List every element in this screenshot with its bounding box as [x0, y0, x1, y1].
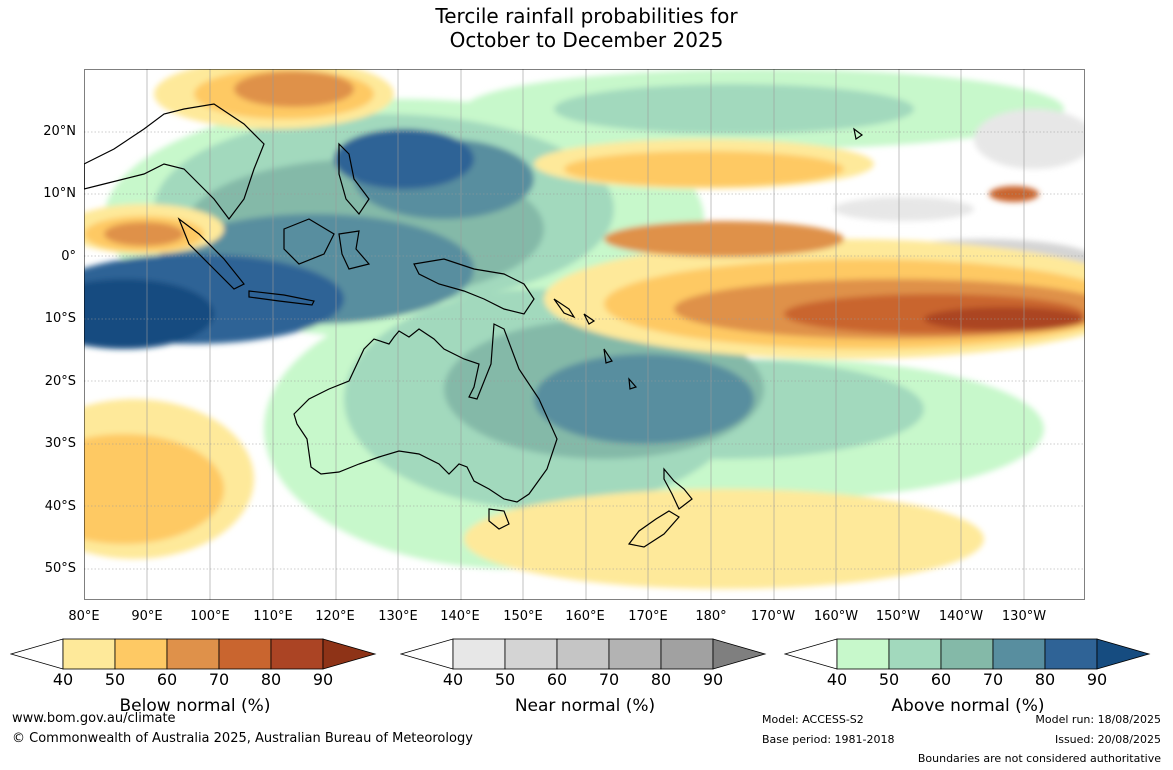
lat-label: 40°S: [44, 499, 76, 514]
lon-label: 180°: [695, 609, 727, 624]
above-normal-swatch: [940, 638, 994, 670]
philippines-outline: [338, 142, 370, 215]
lat-label: 10°N: [43, 186, 76, 201]
near-tick: 50: [494, 670, 516, 689]
model-text: Model: ACCESS-S2: [762, 713, 864, 726]
below-normal-swatch: [218, 638, 272, 670]
lat-label: 0°: [61, 249, 76, 264]
borneo-outline: [283, 218, 335, 265]
probability-fields: [84, 69, 1085, 589]
below-tick: 50: [104, 670, 126, 689]
near-normal-label: Near normal (%): [514, 696, 656, 716]
near-normal-low-arrow: [400, 638, 454, 670]
near-normal-swatch: [660, 638, 714, 670]
below-tick: 60: [156, 670, 178, 689]
lon-label: 130°E: [378, 609, 418, 624]
above-normal-colorbar: [784, 638, 1151, 670]
above-normal-swatch: [888, 638, 942, 670]
meridians: [146, 69, 1025, 600]
near-normal-swatch: [608, 638, 662, 670]
sumatra-outline: [177, 217, 245, 290]
below-normal-swatch: [166, 638, 220, 670]
sulawesi-outline: [338, 230, 371, 270]
above-normal-swatch: [1044, 638, 1098, 670]
model-run-text: Model run: 18/08/2025: [1035, 713, 1161, 726]
lon-label: 80°E: [68, 609, 100, 624]
above-tick: 70: [982, 670, 1004, 689]
above-normal-swatch: [836, 638, 890, 670]
below-tick: 90: [312, 670, 334, 689]
above-tick: 90: [1086, 670, 1108, 689]
lon-label: 90°E: [131, 609, 163, 624]
near-normal-swatch: [504, 638, 558, 670]
above-normal-label: Above normal (%): [891, 696, 1045, 716]
above-normal-swatch: [992, 638, 1046, 670]
coastlines: [84, 103, 864, 548]
near-normal-high-arrow: [712, 638, 767, 670]
copyright-text: © Commonwealth of Australia 2025, Austra…: [12, 731, 473, 746]
near-normal-swatch: [452, 638, 506, 670]
lon-label: 150°W: [875, 609, 921, 624]
title-line-1: Tercile rainfall probabilities for: [435, 4, 738, 28]
near-tick: 40: [442, 670, 464, 689]
near-tick: 60: [546, 670, 568, 689]
below-normal-swatch: [114, 638, 168, 670]
lat-label: 20°S: [44, 374, 76, 389]
near-normal-swatch: [556, 638, 610, 670]
new-zealand-south-outline: [627, 510, 680, 548]
near-normal-colorbar: [400, 638, 767, 670]
above-tick: 50: [878, 670, 900, 689]
near-tick: 90: [702, 670, 724, 689]
below-normal-swatch: [270, 638, 324, 670]
above-tick: 40: [826, 670, 848, 689]
lon-label: 170°W: [750, 609, 796, 624]
graticule: [84, 131, 1085, 570]
above-tick: 60: [930, 670, 952, 689]
near-tick: 70: [598, 670, 620, 689]
lon-label: 150°E: [503, 609, 543, 624]
near-tick: 80: [650, 670, 672, 689]
java-outline: [248, 290, 315, 306]
above-normal-high-arrow: [1096, 638, 1151, 670]
new-zealand-north-outline: [663, 467, 693, 510]
lat-label: 20°N: [43, 124, 76, 139]
below-normal-colorbar: [10, 638, 377, 670]
boundaries-note: Boundaries are not considered authoritat…: [917, 752, 1161, 765]
title-line-2: October to December 2025: [449, 28, 724, 52]
below-tick: 70: [208, 670, 230, 689]
below-normal-low-arrow: [10, 638, 64, 670]
lat-label: 10°S: [44, 311, 76, 326]
website-link[interactable]: www.bom.gov.au/climate: [12, 711, 176, 726]
below-normal-swatch: [62, 638, 116, 670]
lon-label: 110°E: [253, 609, 293, 624]
below-normal-high-arrow: [322, 638, 377, 670]
lat-label: 50°S: [44, 561, 76, 576]
below-tick: 80: [260, 670, 282, 689]
new-guinea-outline: [413, 258, 535, 315]
lon-label: 120°E: [315, 609, 355, 624]
lon-label: 170°E: [628, 609, 668, 624]
above-normal-low-arrow: [784, 638, 838, 670]
above-tick: 80: [1034, 670, 1056, 689]
se-asia-outline: [84, 103, 265, 220]
map-title: Tercile rainfall probabilities for Octob…: [0, 4, 1173, 52]
issued-text: Issued: 20/08/2025: [1054, 733, 1161, 746]
base-period-text: Base period: 1981-2018: [762, 733, 895, 746]
lon-label: 160°E: [565, 609, 605, 624]
below-tick: 40: [52, 670, 74, 689]
lon-label: 160°W: [813, 609, 859, 624]
tasmania-outline: [488, 508, 510, 530]
rainfall-probability-map: [84, 69, 1085, 600]
australia-outline: [293, 323, 558, 503]
lat-label: 30°S: [44, 436, 76, 451]
lon-label: 140°W: [938, 609, 984, 624]
lon-label: 130°W: [1001, 609, 1047, 624]
below-normal-label: Below normal (%): [119, 696, 271, 716]
map-frame: [84, 69, 1085, 600]
lon-label: 100°E: [190, 609, 230, 624]
lon-label: 140°E: [440, 609, 480, 624]
